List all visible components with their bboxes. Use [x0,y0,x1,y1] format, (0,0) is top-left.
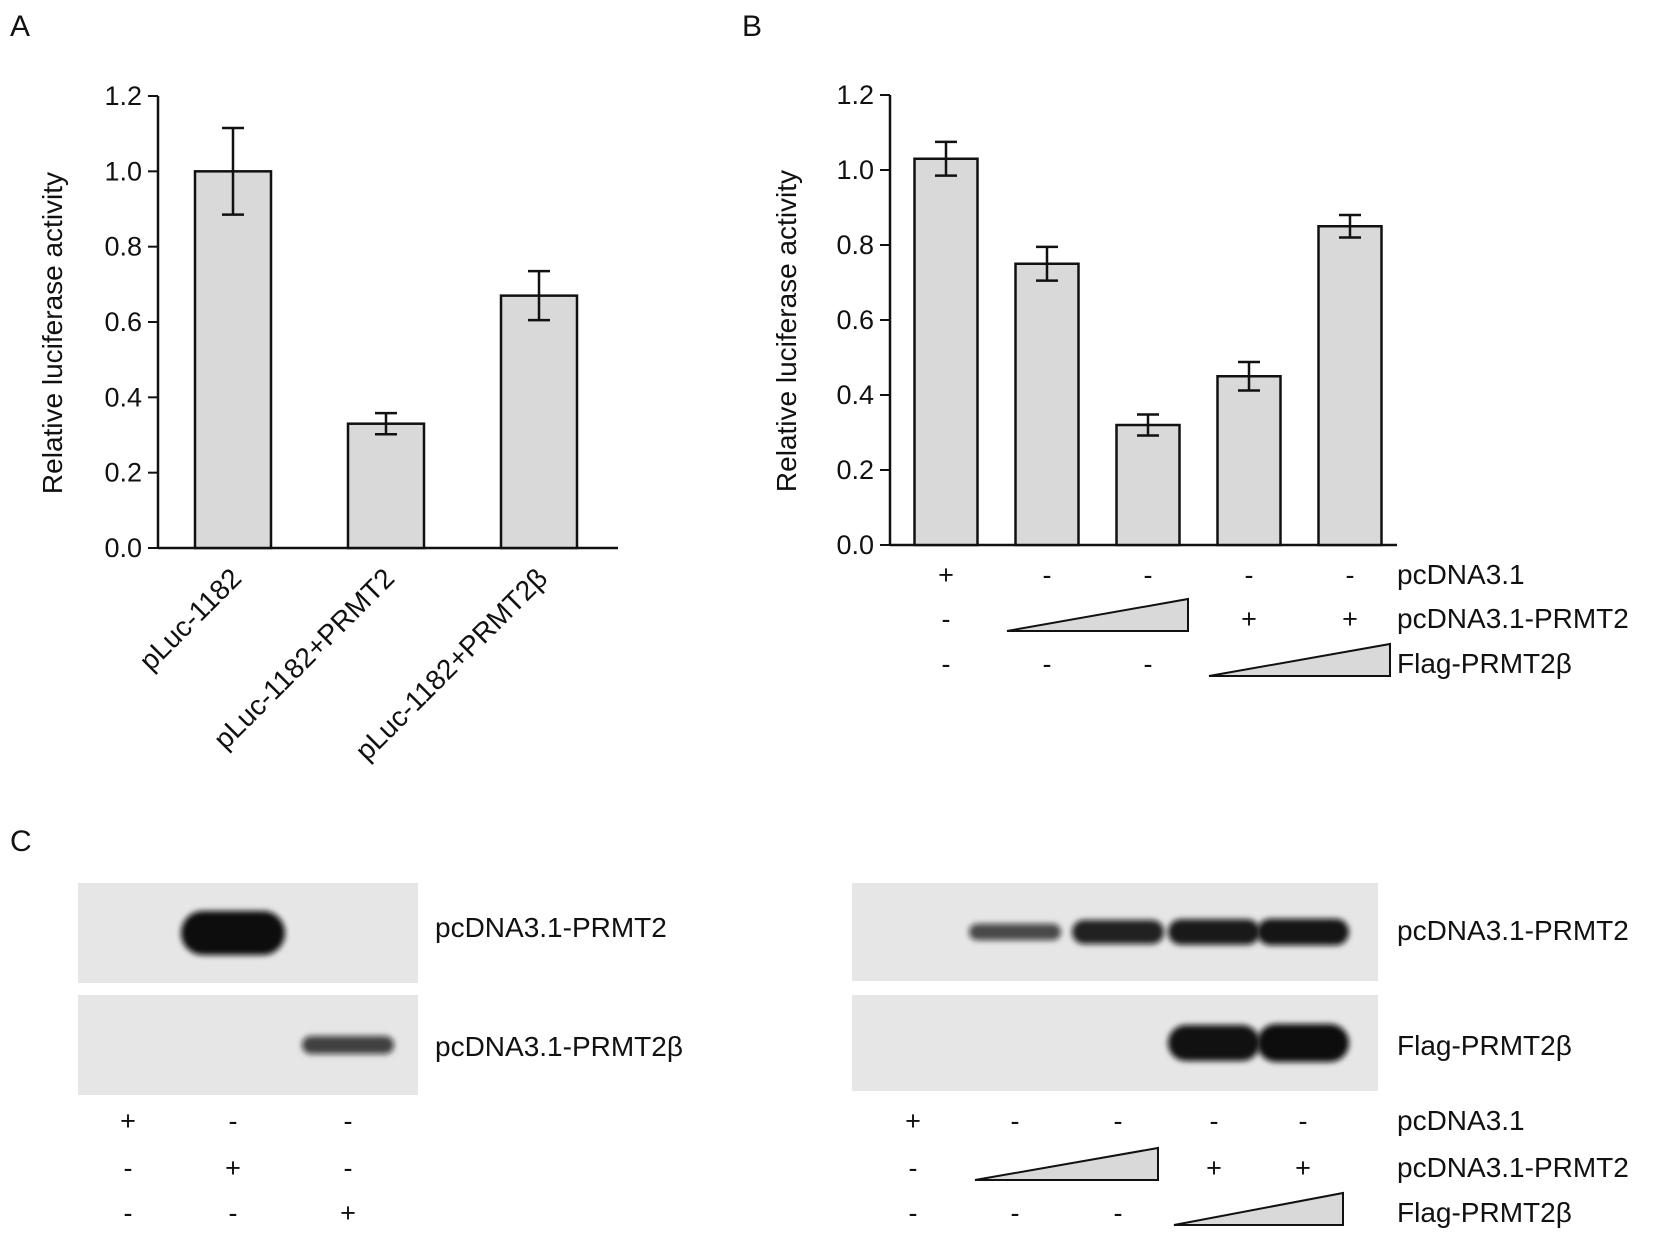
minus-sign: - [1144,560,1153,590]
minus-sign: - [942,649,951,679]
y-tick-label: 0.6 [104,307,142,337]
minus-sign: - [1210,1106,1219,1136]
y-tick-label: 0.0 [104,533,142,563]
blot-band [969,923,1061,941]
chart-b-ylabel: Relative luciferase activity [771,170,802,492]
bar [1115,423,1181,547]
gradient-wedge [1006,597,1189,632]
y-tick-label: 0.6 [836,305,874,335]
y-tick-label: 1.0 [836,155,874,185]
minus-sign: - [344,1153,353,1183]
minus-sign: - [229,1106,238,1136]
y-tick-label: 0.4 [836,380,874,410]
gradient-wedge [1173,1191,1344,1226]
minus-sign: - [1011,1106,1020,1136]
bar [913,157,979,547]
x-tick-label: pLuc-1182 [133,562,247,676]
bar [499,294,579,550]
bar [346,422,426,550]
minus-sign: - [344,1106,353,1136]
minus-sign: - [1144,649,1153,679]
minus-sign: - [909,1198,918,1228]
bar [193,170,273,550]
y-tick-label: 0.8 [104,232,142,262]
blot-band [1257,1024,1349,1062]
minus-sign: - [124,1198,133,1228]
chart-b-condition-label-2: pcDNA3.1-PRMT2 [1397,603,1629,634]
blot-left-label-2: pcDNA3.1-PRMT2β [435,1031,683,1062]
chart-b-condition-label-1: pcDNA3.1 [1397,559,1525,590]
blot-left-label-1: pcDNA3.1-PRMT2 [435,912,667,943]
y-tick-label: 0.0 [836,530,874,560]
chart-a-ylabel: Relative luciferase activity [37,172,68,494]
panel-c-right: pcDNA3.1-PRMT2 Flag-PRMT2β pcDNA3.1 pcDN… [852,883,1629,1228]
minus-sign: - [124,1153,133,1183]
gradient-wedge [974,1146,1159,1181]
y-tick-label: 1.0 [104,156,142,186]
panel-letter-c: C [10,825,32,858]
y-tick-label: 0.4 [104,382,142,412]
panel-letter-b: B [742,10,762,43]
minus-sign: - [229,1198,238,1228]
chart-b-condition-table: pcDNA3.1 pcDNA3.1-PRMT2 Flag-PRMT2β + - - -… [938,559,1629,679]
y-tick-label: 0.2 [836,455,874,485]
plus-sign: + [1241,604,1257,634]
minus-sign: - [1114,1198,1123,1228]
plus-sign: + [938,560,954,590]
chart-b: Relative luciferase activity 0.0 0.2 0.4 0.… [771,80,1397,560]
plus-sign: + [340,1198,356,1228]
minus-sign: - [1043,649,1052,679]
blot-right-label-1: pcDNA3.1-PRMT2 [1397,915,1629,946]
plus-sign: + [1206,1153,1222,1183]
blot-band [1072,920,1164,944]
minus-sign: - [909,1153,918,1183]
plus-sign: + [905,1106,921,1136]
y-tick-label: 1.2 [104,81,142,111]
panel-c-left: pcDNA3.1-PRMT2 pcDNA3.1-PRMT2β + - - - + - - - + [78,883,683,1228]
minus-sign: - [1245,560,1254,590]
y-tick-label: 1.2 [836,80,874,110]
plus-sign: + [1342,604,1358,634]
minus-sign: - [1114,1106,1123,1136]
blot-right-condition-label-2: pcDNA3.1-PRMT2 [1397,1152,1629,1183]
plus-sign: + [1295,1153,1311,1183]
blot-band [1168,919,1260,945]
chart-b-condition-label-3: Flag-PRMT2β [1397,648,1572,679]
minus-sign: - [1346,560,1355,590]
bar [1317,225,1383,547]
minus-sign: - [942,604,951,634]
minus-sign: - [1043,560,1052,590]
y-tick-label: 0.2 [104,458,142,488]
y-tick-label: 0.8 [836,230,874,260]
plus-sign: + [225,1153,241,1183]
blot-band [181,911,285,955]
bar [1216,375,1282,547]
plus-sign: + [120,1106,136,1136]
blot-right-condition-label-1: pcDNA3.1 [1397,1105,1525,1136]
minus-sign: - [1011,1198,1020,1228]
minus-sign: - [1299,1106,1308,1136]
chart-a: Relative luciferase activity 0.0 0.2 0.4 0.… [37,81,618,766]
blot-right-label-2: Flag-PRMT2β [1397,1030,1572,1061]
panel-letter-a: A [10,10,30,43]
blot-band [1257,918,1349,946]
blot-right-condition-label-3: Flag-PRMT2β [1397,1197,1572,1228]
bar [1014,262,1080,547]
blot-band [1168,1025,1260,1061]
gradient-wedge [1208,642,1391,677]
blot-band [302,1036,394,1054]
